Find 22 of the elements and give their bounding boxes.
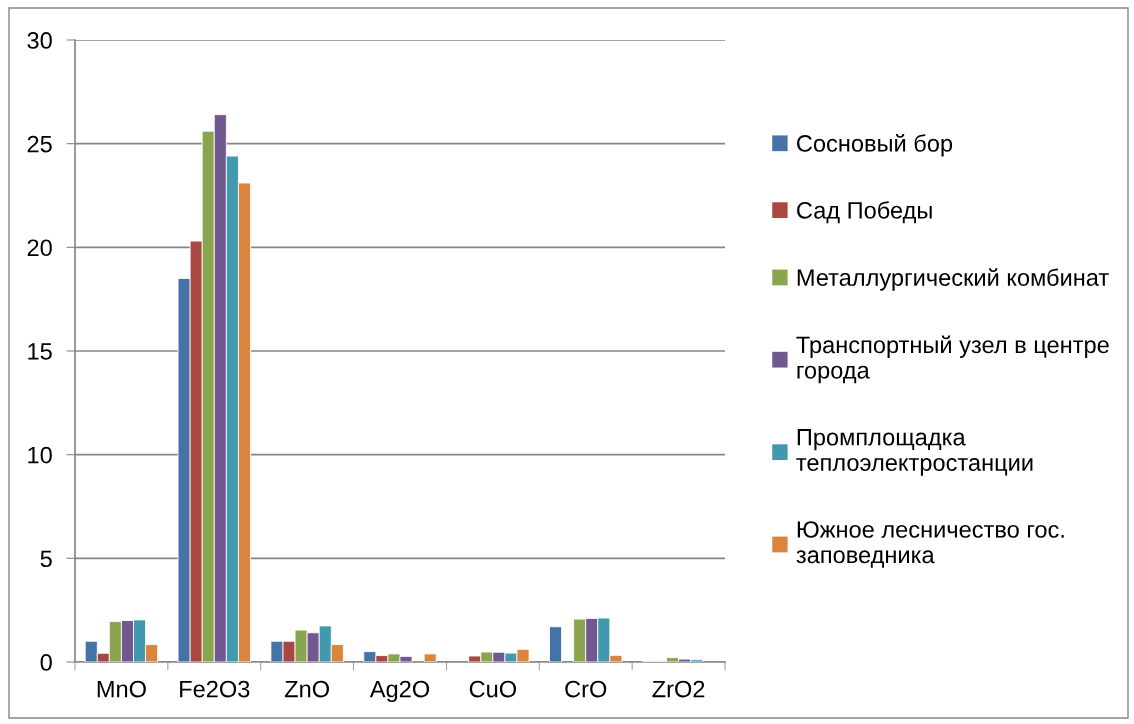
x-tick-label: Fe2O3 — [180, 680, 250, 698]
x-tick-label: ZrO2 — [652, 680, 705, 698]
legend-label: Металлургический комбинат — [797, 268, 1109, 291]
legend-label: Южное лесничество гос. заповедника — [796, 521, 1064, 568]
y-tick-label: 20 — [27, 239, 52, 257]
x-tick-label: CrO — [565, 680, 607, 698]
x-tick-label: MnO — [97, 680, 146, 698]
y-tick-label: 5 — [40, 550, 52, 568]
bar — [549, 626, 562, 662]
y-tick-label: 0 — [40, 654, 52, 671]
y-tick-label: 30 — [27, 32, 52, 49]
legend-label: Промплощадка теплоэлектростанции — [796, 429, 1033, 476]
y-tick-label: 25 — [27, 135, 52, 153]
x-tick-label: CuO — [469, 680, 516, 698]
bar — [423, 653, 437, 662]
y-tick-label: 15 — [28, 343, 52, 360]
legend-label: Сосновый бор — [797, 134, 953, 157]
x-tick-label: Ag2O — [369, 680, 430, 703]
legend-label: Сад Победы — [797, 201, 932, 224]
legend-label: Транспортный узел в центре города — [796, 335, 1109, 384]
x-tick-label: ZnO — [284, 680, 329, 698]
y-tick-label: 10 — [28, 446, 52, 464]
